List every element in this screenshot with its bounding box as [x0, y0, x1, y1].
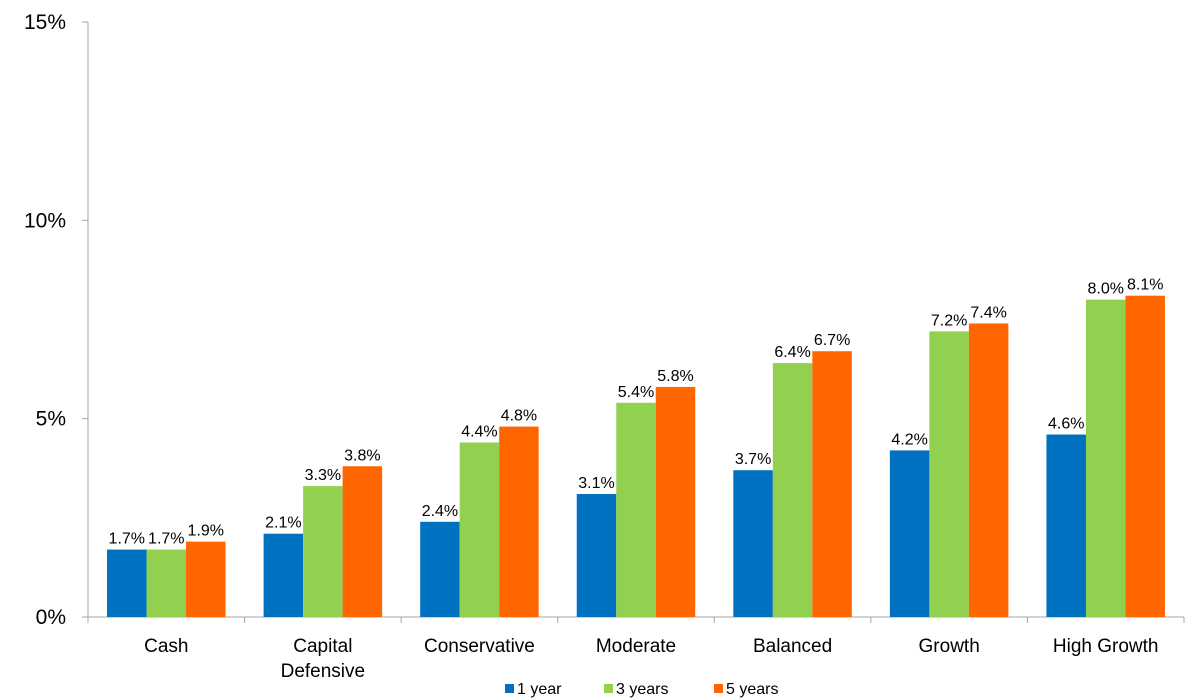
bar-3-years [303, 486, 343, 617]
legend-label: 3 years [616, 681, 668, 698]
bar-3-years [1085, 299, 1126, 617]
data-label: 7.4% [970, 304, 1006, 321]
legend-swatch [505, 684, 514, 693]
data-label: 3.1% [578, 475, 614, 492]
data-label: 8.1% [1127, 277, 1163, 294]
category-label: Growth [919, 636, 980, 657]
data-label: 3.7% [735, 451, 771, 468]
bar-3-years [772, 363, 813, 617]
data-label: 7.2% [931, 312, 967, 329]
data-label: 1.7% [148, 531, 184, 548]
bar-3-years [146, 549, 187, 617]
bar-1-year [576, 494, 617, 617]
data-label: 4.6% [1048, 416, 1084, 433]
bar-1-year [263, 533, 304, 617]
category-label: Capital Defensive [281, 636, 366, 682]
data-label: 4.8% [501, 408, 537, 425]
data-label: 2.4% [422, 503, 458, 520]
bar-5-years [1125, 295, 1165, 617]
data-label: 6.7% [814, 332, 850, 349]
data-label: 1.7% [109, 531, 145, 548]
category-label: Moderate [596, 636, 676, 657]
data-label: 3.3% [305, 467, 341, 484]
category-label: Conservative [424, 636, 535, 657]
bar-5-years [186, 541, 226, 617]
y-tick-label: 5% [36, 408, 66, 431]
y-tick-label: 0% [36, 606, 66, 629]
legend-swatch [714, 684, 723, 693]
bar-1-year [1046, 434, 1086, 617]
y-axis-ticks: 0% 5% 10% 15% [24, 11, 88, 629]
bar-5-years [655, 386, 696, 617]
data-label: 3.8% [344, 447, 380, 464]
data-label: 6.4% [774, 344, 810, 361]
bar-1-year [107, 549, 147, 617]
chart-bars [107, 295, 1165, 617]
bar-5-years [499, 426, 539, 617]
bar-3-years [459, 442, 500, 617]
bar-5-years [968, 323, 1009, 617]
category-label: Cash [144, 636, 188, 657]
bar-1-year [733, 470, 773, 617]
category-label: Balanced [753, 636, 832, 657]
data-label: 4.2% [891, 431, 927, 448]
data-labels: 1.7% 1.7% 1.9% 2.1%3.3%3.8%2.4%4.4%4.8%3.1%… [109, 277, 1164, 548]
data-label: 4.4% [461, 423, 497, 440]
legend-label: 5 years [726, 681, 778, 698]
bar-3-years [929, 331, 969, 617]
data-label: 8.0% [1087, 281, 1123, 298]
bar-1-year [420, 521, 460, 617]
y-tick-label: 10% [24, 209, 66, 232]
data-label: 5.4% [618, 384, 654, 401]
data-label: 1.9% [188, 523, 224, 540]
x-axis-labels: Cash Capital Defensive Conservative Moderate… [144, 636, 1158, 682]
bar-5-years [812, 351, 852, 617]
bar-1-year [889, 450, 930, 617]
data-label: 2.1% [265, 515, 301, 532]
chart-legend: 1 year 3 years 5 years [505, 681, 778, 698]
bar-3-years [616, 402, 656, 617]
bar-5-years [342, 466, 383, 617]
legend-swatch [604, 684, 613, 693]
category-label: High Growth [1053, 636, 1159, 657]
data-label: 5.8% [657, 368, 693, 385]
legend-label: 1 year [517, 681, 562, 698]
y-tick-label: 15% [24, 11, 66, 34]
